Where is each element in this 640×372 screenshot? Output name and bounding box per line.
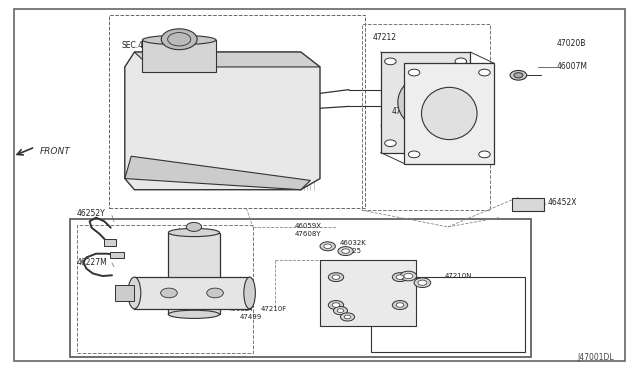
Circle shape xyxy=(455,58,467,65)
Ellipse shape xyxy=(128,277,141,309)
Circle shape xyxy=(392,301,408,310)
Circle shape xyxy=(324,244,332,248)
Text: 47608Y: 47608Y xyxy=(376,269,403,275)
Text: 47210N: 47210N xyxy=(445,273,472,279)
Ellipse shape xyxy=(244,277,255,309)
Bar xyxy=(70,219,531,357)
Circle shape xyxy=(338,247,353,256)
Text: 46059X: 46059X xyxy=(294,223,321,229)
Circle shape xyxy=(328,273,344,282)
Bar xyxy=(320,260,416,326)
Ellipse shape xyxy=(398,76,453,128)
Text: 47225: 47225 xyxy=(339,248,361,254)
Bar xyxy=(512,198,544,211)
Circle shape xyxy=(514,73,523,78)
Text: J47001DL: J47001DL xyxy=(578,353,614,362)
Text: 46032Z: 46032Z xyxy=(337,315,364,321)
Text: 47212: 47212 xyxy=(419,70,444,79)
Text: 46032K: 46032K xyxy=(339,240,366,246)
Text: 47212: 47212 xyxy=(372,33,396,42)
Bar xyxy=(371,277,525,352)
Circle shape xyxy=(333,307,348,315)
Text: 47608Y: 47608Y xyxy=(294,231,321,237)
Text: 46032Y: 46032Y xyxy=(227,306,253,312)
Text: FRONT: FRONT xyxy=(40,147,70,155)
Bar xyxy=(168,232,220,314)
Circle shape xyxy=(418,280,427,285)
Circle shape xyxy=(479,69,490,76)
Ellipse shape xyxy=(168,310,220,318)
Circle shape xyxy=(479,151,490,158)
Circle shape xyxy=(332,303,340,307)
Text: SEC.460: SEC.460 xyxy=(122,41,154,50)
Text: 47210F: 47210F xyxy=(261,306,287,312)
Bar xyxy=(381,52,470,153)
Circle shape xyxy=(392,273,408,282)
Text: 47020B: 47020B xyxy=(557,39,586,48)
Circle shape xyxy=(344,315,351,319)
Text: 46252Y: 46252Y xyxy=(76,209,105,218)
Circle shape xyxy=(385,140,396,147)
Circle shape xyxy=(408,151,420,158)
Text: 47211: 47211 xyxy=(392,107,416,116)
Bar xyxy=(143,40,216,71)
Circle shape xyxy=(385,58,396,65)
Text: 47479Z: 47479Z xyxy=(376,276,403,282)
Polygon shape xyxy=(125,52,320,190)
Circle shape xyxy=(404,273,413,279)
Text: 46007M: 46007M xyxy=(557,62,588,71)
Circle shape xyxy=(396,275,404,279)
Bar xyxy=(104,239,116,246)
Circle shape xyxy=(510,70,527,80)
Circle shape xyxy=(340,313,355,321)
Ellipse shape xyxy=(143,35,216,45)
Circle shape xyxy=(337,309,344,312)
Circle shape xyxy=(342,249,349,253)
Circle shape xyxy=(161,288,177,298)
Bar xyxy=(115,285,134,301)
Polygon shape xyxy=(125,156,310,190)
Circle shape xyxy=(396,303,404,307)
Ellipse shape xyxy=(422,87,477,140)
Text: 46227M: 46227M xyxy=(76,258,107,267)
Circle shape xyxy=(161,29,197,50)
Bar xyxy=(109,15,365,208)
Text: 46452X: 46452X xyxy=(547,198,577,207)
Bar xyxy=(110,252,124,258)
Circle shape xyxy=(328,301,344,310)
Circle shape xyxy=(414,278,431,288)
Circle shape xyxy=(455,140,467,147)
Circle shape xyxy=(332,275,340,279)
Ellipse shape xyxy=(168,228,220,237)
Bar xyxy=(134,277,250,309)
Circle shape xyxy=(320,242,335,251)
Circle shape xyxy=(186,222,202,231)
Polygon shape xyxy=(134,52,320,67)
Bar xyxy=(404,63,494,164)
Circle shape xyxy=(207,288,223,298)
Text: 47499: 47499 xyxy=(240,314,262,320)
Bar xyxy=(362,24,490,210)
Bar xyxy=(77,225,253,353)
Circle shape xyxy=(400,271,417,281)
Circle shape xyxy=(408,69,420,76)
